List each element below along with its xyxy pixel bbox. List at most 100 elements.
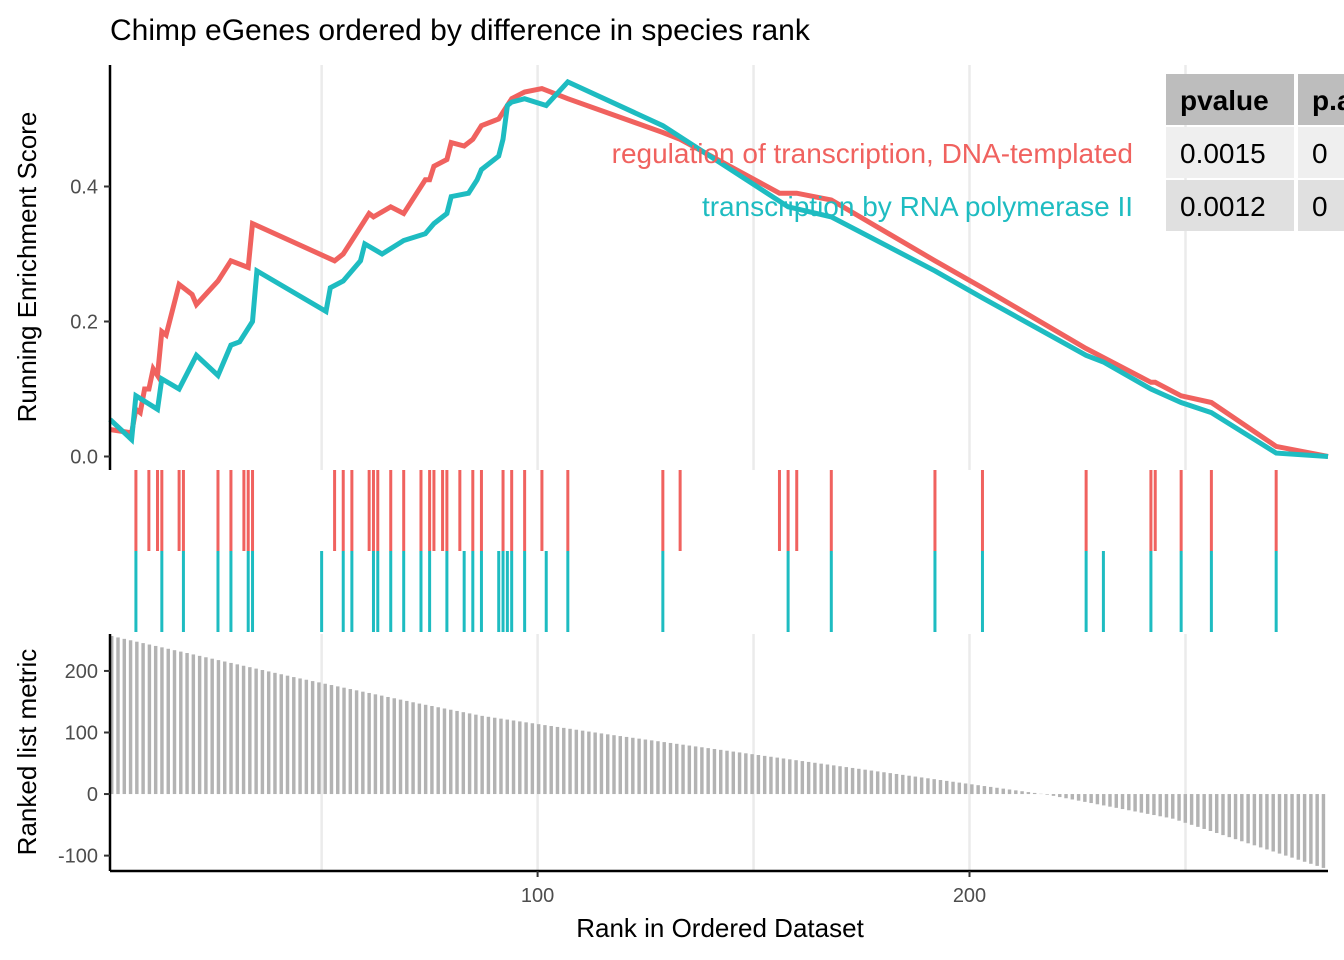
ranked-bar <box>110 636 114 795</box>
ranked-bar <box>147 644 152 795</box>
ranked-bar <box>1020 791 1024 795</box>
table-cell-bg <box>1298 127 1344 178</box>
ranked-bar <box>135 641 139 795</box>
chart-text: Chimp eGenes ordered by difference in sp… <box>12 14 865 943</box>
ranked-bar <box>1171 794 1175 819</box>
ranked-bar <box>970 784 974 795</box>
y-tick-label-enrichment: 0.4 <box>70 177 98 199</box>
ranked-bar <box>593 732 597 795</box>
table-cell: 0.0012 <box>1180 191 1266 222</box>
table-header-label: p.a <box>1312 85 1344 116</box>
ranked-bar <box>455 710 459 795</box>
ranked-bar <box>963 783 968 795</box>
table-cell-bg <box>1298 180 1344 231</box>
ranked-bar <box>913 776 918 795</box>
ranked-bar <box>1284 794 1288 856</box>
ranked-bar <box>273 672 277 795</box>
ranked-bar <box>838 766 842 795</box>
ranked-bar <box>386 696 390 795</box>
ranked-bar <box>637 738 641 795</box>
ranked-bar <box>957 782 962 795</box>
ranked-bar <box>901 774 905 795</box>
ranked-bar <box>373 694 378 795</box>
ranked-bar <box>769 756 773 795</box>
ranked-bar <box>254 668 258 795</box>
ranked-bar <box>857 768 861 795</box>
legend-labels: regulation of transcription, DNA-templat… <box>612 138 1133 222</box>
ranked-bar <box>518 721 522 795</box>
enrichment-line <box>109 86 1329 459</box>
ranked-bar <box>1139 794 1144 813</box>
ranked-bar <box>292 677 296 795</box>
table-cell: 0 <box>1312 191 1328 222</box>
ranked-bar <box>687 745 692 795</box>
ranked-bar <box>775 757 779 795</box>
y-tick-label-ranked: 200 <box>65 661 98 683</box>
ranked-bar <box>825 764 830 795</box>
ranked-bar <box>172 650 177 795</box>
ranked-bar <box>945 780 949 795</box>
y-axis-label-enrichment: Running Enrichment Score <box>12 112 42 423</box>
ranked-bar <box>1240 794 1244 842</box>
ranked-bar <box>1277 794 1282 854</box>
ranked-bar <box>574 729 579 795</box>
ranked-bar <box>580 730 585 795</box>
ranked-bar <box>1315 794 1319 866</box>
ranked-bar <box>229 662 233 795</box>
ranked-bar <box>1133 794 1137 812</box>
ranked-bar <box>737 752 742 795</box>
ranked-bar <box>675 743 679 795</box>
ranked-bar <box>712 748 717 795</box>
ranked-bar <box>894 773 899 795</box>
ranked-bar <box>643 739 648 795</box>
ranked-bar <box>310 681 315 795</box>
ranked-bar <box>379 695 384 795</box>
ranked-bar <box>260 670 265 795</box>
ranked-bar <box>1227 794 1231 838</box>
axes: 0.0 0.2 0.4 -100 0 100 200 100 200 <box>58 65 1328 907</box>
ranked-bar <box>486 716 491 795</box>
ranked-bar <box>1076 794 1081 801</box>
hit-marks <box>134 470 1278 632</box>
ranked-bar <box>744 753 748 795</box>
ranked-bar <box>543 725 547 795</box>
ranked-bar <box>938 780 943 795</box>
ranked-bar <box>204 657 208 795</box>
ranked-bar <box>185 653 189 795</box>
chart-title: Chimp eGenes ordered by difference in sp… <box>110 14 811 47</box>
ranked-bar <box>223 661 227 795</box>
ranked-bar <box>285 675 290 795</box>
ranked-bar <box>323 683 327 795</box>
ranked-bar <box>875 771 880 795</box>
ranked-bar <box>806 761 811 795</box>
ranked-bar <box>907 775 911 795</box>
ranked-bar <box>1145 794 1150 814</box>
y-tick-label-ranked: 0 <box>87 784 98 806</box>
ranked-bar <box>1208 794 1213 831</box>
ranked-bar <box>1051 794 1056 796</box>
ranked-bar <box>781 758 786 795</box>
ranked-bar <box>1321 794 1326 868</box>
ranked-bar <box>1070 794 1075 800</box>
ranked-bar <box>819 763 823 795</box>
stats-table: pvalue p.a 0.0015 0 0.0012 0 <box>1166 74 1344 231</box>
ranked-bar <box>1083 794 1087 802</box>
ranked-bar <box>1114 794 1118 808</box>
ranked-bar <box>398 699 403 795</box>
ranked-bar <box>1252 794 1257 846</box>
ranked-bar <box>235 664 240 795</box>
legend-label: transcription by RNA polymerase II <box>702 191 1133 222</box>
y-axis-label-ranked: Ranked list metric <box>12 649 42 856</box>
ranked-bar <box>1189 794 1194 825</box>
ranked-bar <box>317 682 321 795</box>
ranked-bar <box>505 719 509 795</box>
ranked-bar <box>1014 790 1018 795</box>
x-tick-label: 100 <box>521 885 554 907</box>
ranked-bar <box>1183 794 1188 823</box>
ranked-bar <box>662 742 666 795</box>
ranked-bar <box>1108 794 1112 807</box>
ranked-bar <box>1202 794 1206 829</box>
ranked-bar <box>1089 794 1093 804</box>
